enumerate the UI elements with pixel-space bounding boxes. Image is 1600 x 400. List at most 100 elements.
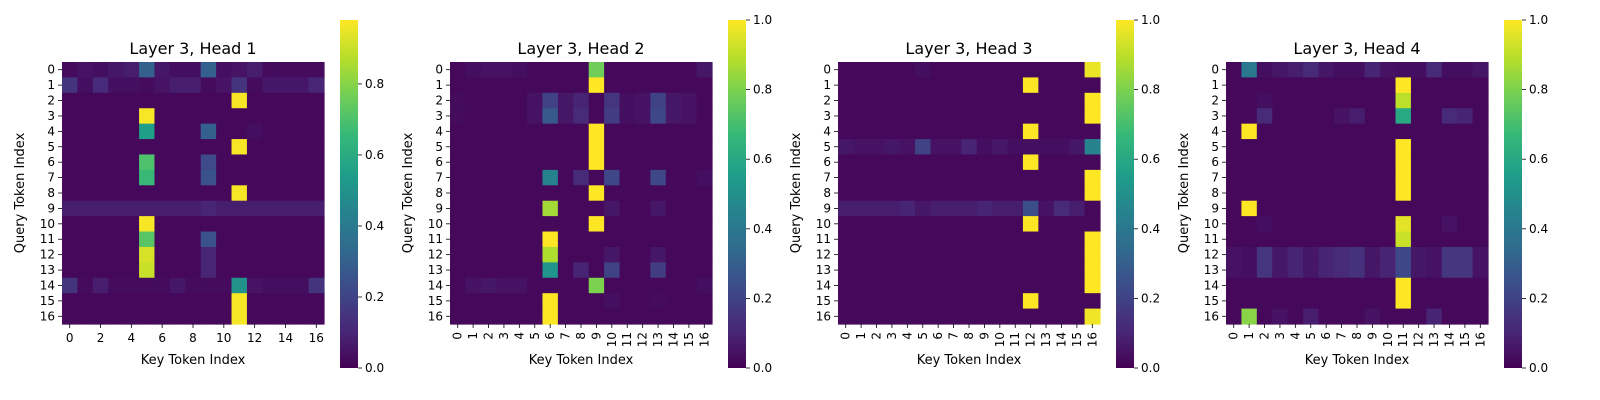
- heatmap-cell: [619, 123, 636, 140]
- heatmap-cell: [915, 139, 932, 156]
- heatmap-cell: [139, 277, 156, 294]
- heatmap-cell: [665, 62, 682, 79]
- colorbar-tick-label: 1.0: [1141, 13, 1160, 27]
- heatmap-cell: [169, 185, 186, 202]
- heatmap-cell: [308, 231, 325, 248]
- heatmap-cell: [77, 216, 94, 233]
- heatmap-cell: [216, 308, 233, 325]
- heatmap-cell: [915, 231, 932, 248]
- heatmap-cell: [884, 200, 901, 217]
- heatmap-cell: [1472, 185, 1489, 202]
- heatmap-cell: [634, 77, 651, 94]
- heatmap-cell: [884, 231, 901, 248]
- heatmap-cell: [976, 169, 993, 186]
- heatmap-cell: [231, 262, 248, 279]
- heatmap-cell: [1053, 108, 1070, 125]
- heatmap-cell: [1364, 262, 1381, 279]
- heatmap-cell: [262, 77, 279, 94]
- heatmap-cell: [650, 169, 667, 186]
- heatmap-cell: [108, 108, 125, 125]
- heatmap-cell: [573, 277, 590, 294]
- heatmap-cell: [696, 216, 713, 233]
- heatmap-cell: [262, 139, 279, 156]
- heatmap-cell: [961, 92, 978, 109]
- heatmap-cell: [945, 216, 962, 233]
- y-tick-label: 2: [823, 94, 831, 108]
- heatmap-cell: [480, 262, 497, 279]
- y-tick-label: 13: [1204, 263, 1219, 277]
- heatmap-cell: [1069, 262, 1086, 279]
- heatmap-cell: [542, 231, 559, 248]
- heatmap-cell: [1318, 77, 1335, 94]
- heatmap-cell: [1349, 262, 1366, 279]
- heatmap-cell: [899, 139, 916, 156]
- heatmap-cell: [884, 277, 901, 294]
- heatmap-cell: [154, 262, 171, 279]
- heatmap-cell: [496, 200, 513, 217]
- heatmap-cell: [1472, 246, 1489, 263]
- heatmap-cell: [527, 77, 544, 94]
- heatmap-cell: [1457, 169, 1474, 186]
- heatmap-cell: [1349, 169, 1366, 186]
- heatmap-cell: [308, 92, 325, 109]
- heatmap-cell: [154, 308, 171, 325]
- heatmap-cell: [868, 139, 885, 156]
- heatmap-cell: [838, 92, 855, 109]
- heatmap-cell: [154, 139, 171, 156]
- heatmap-cell: [1007, 108, 1024, 125]
- y-tick-label: 16: [428, 309, 443, 323]
- heatmap-cell: [1084, 123, 1101, 140]
- x-tick-label: 4: [128, 331, 136, 345]
- heatmap-cell: [1226, 277, 1243, 294]
- heatmap-cell: [1069, 169, 1086, 186]
- heatmap-cell: [1410, 77, 1427, 94]
- heatmap-cell: [542, 77, 559, 94]
- heatmap-cell: [1053, 262, 1070, 279]
- heatmap-cell: [1038, 277, 1055, 294]
- heatmap-cell: [634, 246, 651, 263]
- x-tick-label: 12: [1024, 332, 1038, 347]
- heatmap-cell: [557, 123, 574, 140]
- heatmap-cell: [838, 277, 855, 294]
- heatmap-cell: [1226, 200, 1243, 217]
- heatmap-cell: [293, 200, 310, 217]
- heatmap-cell: [665, 123, 682, 140]
- heatmap-cell: [511, 154, 528, 171]
- heatmap-cell: [899, 231, 916, 248]
- heatmap-cell: [123, 231, 140, 248]
- heatmap-cell: [1380, 62, 1397, 79]
- heatmap-cell: [1349, 185, 1366, 202]
- heatmap-cell: [634, 169, 651, 186]
- y-tick-label: 14: [1204, 278, 1219, 292]
- heatmap-cell: [1364, 277, 1381, 294]
- heatmap-cell: [200, 216, 217, 233]
- heatmap-cell: [200, 139, 217, 156]
- heatmap-cell: [1241, 200, 1258, 217]
- heatmap-cell: [1007, 293, 1024, 310]
- heatmap-cell: [246, 293, 263, 310]
- heatmap-cell: [231, 200, 248, 217]
- heatmap-cell: [108, 216, 125, 233]
- heatmap-cell: [665, 139, 682, 156]
- y-tick-label: 11: [1204, 232, 1219, 246]
- heatmap-cell: [496, 262, 513, 279]
- heatmap-cell: [588, 262, 605, 279]
- heatmap-cell: [216, 185, 233, 202]
- heatmap-cell: [1272, 108, 1289, 125]
- x-tick-label: 12: [1412, 332, 1426, 347]
- colorbar-tick-label: 0.4: [1529, 222, 1548, 236]
- x-tick-label: 10: [993, 332, 1007, 347]
- heatmap-cell: [293, 169, 310, 186]
- heatmap-cell: [1287, 62, 1304, 79]
- heatmap-cell: [511, 139, 528, 156]
- heatmap-cell: [1318, 154, 1335, 171]
- heatmap-cell: [92, 123, 109, 140]
- heatmap-cell: [246, 231, 263, 248]
- heatmap-cell: [853, 293, 870, 310]
- heatmap-cell: [681, 246, 698, 263]
- heatmap-cell: [665, 231, 682, 248]
- heatmap-cell: [1053, 308, 1070, 325]
- heatmap-cell: [1380, 200, 1397, 217]
- heatmap-cell: [200, 123, 217, 140]
- y-tick-label: 7: [47, 171, 55, 185]
